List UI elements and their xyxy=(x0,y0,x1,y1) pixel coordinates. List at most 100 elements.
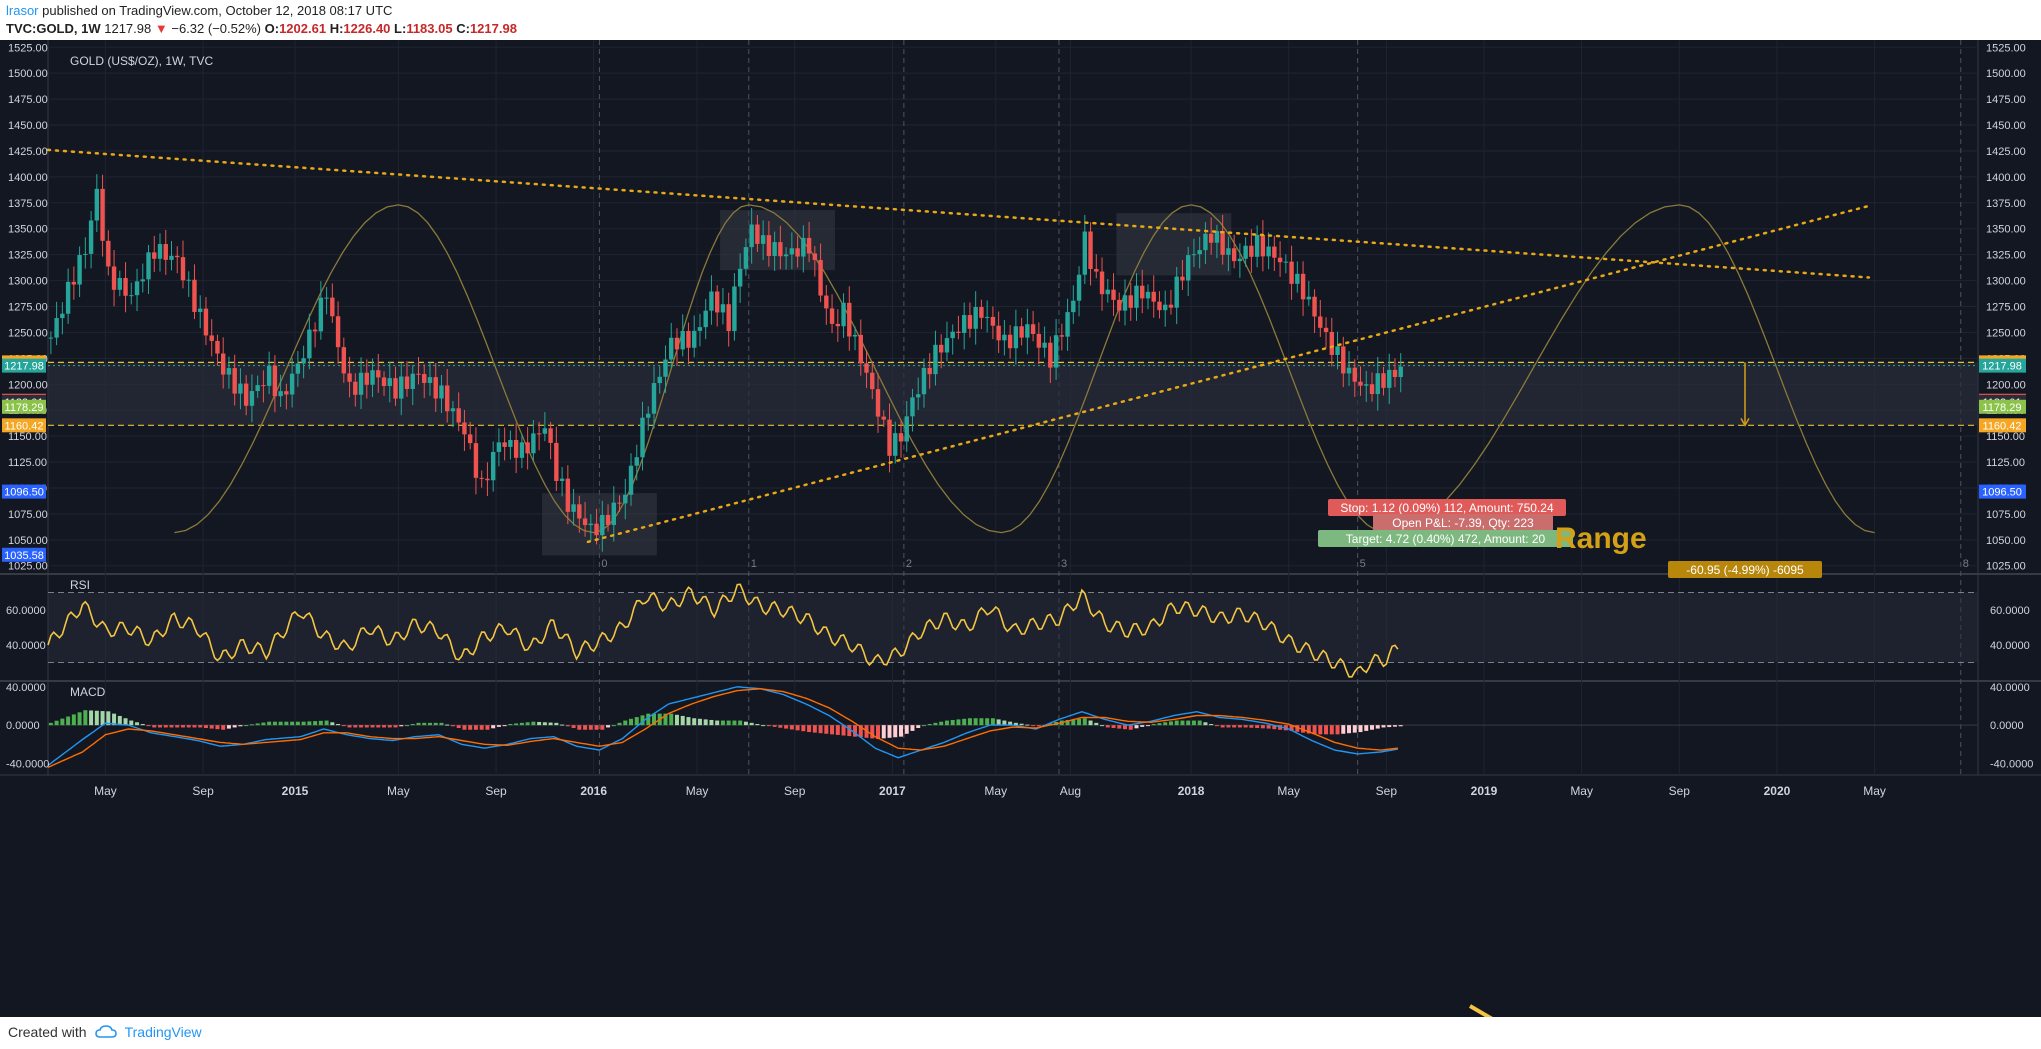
cycle-marker-label: 1 xyxy=(751,558,757,570)
macd-histogram-bar xyxy=(1123,725,1128,730)
candle-body xyxy=(898,433,904,442)
candle-body xyxy=(198,308,203,312)
price-tick-right: 1050.00 xyxy=(1986,535,2026,547)
price-tick-left: 1300.00 xyxy=(8,276,48,288)
tradingview-link[interactable]: TradingView xyxy=(124,1024,202,1040)
candle-body xyxy=(60,313,65,319)
macd-histogram-bar xyxy=(1232,725,1237,728)
macd-histogram-bar xyxy=(427,722,432,726)
price-tick-right: 1200.00 xyxy=(1986,379,2026,391)
candle-body xyxy=(1059,335,1065,337)
macd-histogram-bar xyxy=(169,725,174,728)
candle-body xyxy=(519,442,525,458)
axes: 0 1 2 3 5 8 60.0000 60.0000 40.0000 40.0000 40.000… xyxy=(2,42,2033,798)
candle-body xyxy=(462,422,467,435)
macd-histogram-bar xyxy=(1065,719,1070,726)
candle-body xyxy=(1145,291,1151,299)
candle-body xyxy=(577,504,582,519)
candle-body xyxy=(1134,285,1139,308)
candle-body xyxy=(1013,326,1019,349)
candle-body xyxy=(749,224,754,248)
macd-histogram-bar xyxy=(1013,722,1018,726)
candle-body xyxy=(1318,316,1323,328)
macd-histogram-bar xyxy=(640,715,645,726)
candle-body xyxy=(433,377,438,399)
candle-body xyxy=(881,416,886,420)
macd-histogram-bar xyxy=(1324,725,1329,735)
candle-body xyxy=(979,307,984,318)
macd-histogram-bar xyxy=(508,723,513,726)
publish-info: lrasor published on TradingView.com, Oct… xyxy=(6,3,392,18)
candle-body xyxy=(261,385,266,387)
candle-body xyxy=(243,383,249,406)
footer: Created with TradingView xyxy=(8,1024,202,1040)
macd-histogram-bar xyxy=(594,725,599,730)
candle-body xyxy=(714,291,720,313)
candle-body xyxy=(737,268,743,287)
candle-body xyxy=(1369,384,1375,395)
macd-histogram-bar xyxy=(393,725,398,728)
price-chart[interactable]: Stop: 1.12 (0.09%) 112, Amount: 750.24Op… xyxy=(0,40,2041,1017)
macd-histogram-bar xyxy=(456,725,461,729)
macd-histogram-bar xyxy=(617,722,622,726)
price-tick-left: 1150.00 xyxy=(8,431,47,443)
candle-body xyxy=(927,367,932,375)
candle-body xyxy=(129,295,134,297)
macd-histogram-bar xyxy=(1364,725,1369,731)
highlight-box xyxy=(541,493,657,556)
candle-body xyxy=(1122,295,1128,311)
candle-body xyxy=(1300,273,1306,300)
candle-body xyxy=(1203,233,1208,251)
author-link[interactable]: lrasor xyxy=(6,3,39,18)
candle-body xyxy=(111,266,117,290)
candle-body xyxy=(875,389,881,417)
time-tick-label: May xyxy=(1277,784,1300,798)
candle-body xyxy=(824,295,829,309)
price-label-left: 1160.42 xyxy=(5,420,44,432)
price-tick-left: 1500.00 xyxy=(8,68,48,80)
range-zone xyxy=(48,362,1978,426)
macd-histogram-bar xyxy=(853,725,858,737)
macd-histogram-bar xyxy=(611,725,616,727)
candle-body xyxy=(1151,291,1156,302)
candle-body xyxy=(938,344,944,353)
candle-body xyxy=(255,385,260,392)
macd-histogram-bar xyxy=(1180,720,1185,726)
candle-body xyxy=(410,373,415,389)
macd-histogram-bar xyxy=(186,725,191,728)
price-tick-right: 1500.00 xyxy=(1986,68,2026,80)
macd-histogram-bar xyxy=(1352,725,1357,733)
candle-body xyxy=(485,478,490,481)
macd-histogram-bar xyxy=(278,721,283,726)
price-tick-left: 1075.00 xyxy=(8,509,48,521)
time-tick-label: May xyxy=(1570,784,1593,798)
time-tick-label: 2019 xyxy=(1471,784,1498,798)
price-label-left-bg xyxy=(2,547,46,562)
macd-histogram-bar xyxy=(1002,720,1007,726)
macd-histogram-bar xyxy=(755,723,760,726)
candle-body xyxy=(990,316,996,326)
macd-histogram-bar xyxy=(560,724,565,726)
time-tick-label: May xyxy=(387,784,410,798)
candle-body xyxy=(1277,257,1283,263)
candle-body xyxy=(1323,327,1329,333)
macd-histogram-bar xyxy=(881,725,886,739)
macd-histogram-bar xyxy=(1163,722,1168,726)
candle-body xyxy=(1306,296,1312,300)
price-tick-left: 1275.00 xyxy=(8,302,48,314)
price-tick-left: 1025.00 xyxy=(8,561,48,573)
candle-body xyxy=(272,365,278,397)
price-tick-left: 1250.00 xyxy=(8,327,48,339)
candle-body xyxy=(1174,276,1179,308)
candle-body xyxy=(48,337,54,339)
candle-body xyxy=(766,235,772,256)
macd-histogram-bar xyxy=(1111,725,1116,729)
macd-histogram-bar xyxy=(203,725,208,729)
macd-histogram-bar xyxy=(818,725,823,734)
macd-histogram-bar xyxy=(732,720,737,726)
candle-body xyxy=(54,318,59,338)
rsi-tick-right: 60.0000 xyxy=(1990,605,2030,617)
macd-histogram-bar xyxy=(387,725,392,728)
macd-tick-right: -40.0000 xyxy=(1990,758,2033,770)
candle-body xyxy=(1168,304,1174,308)
